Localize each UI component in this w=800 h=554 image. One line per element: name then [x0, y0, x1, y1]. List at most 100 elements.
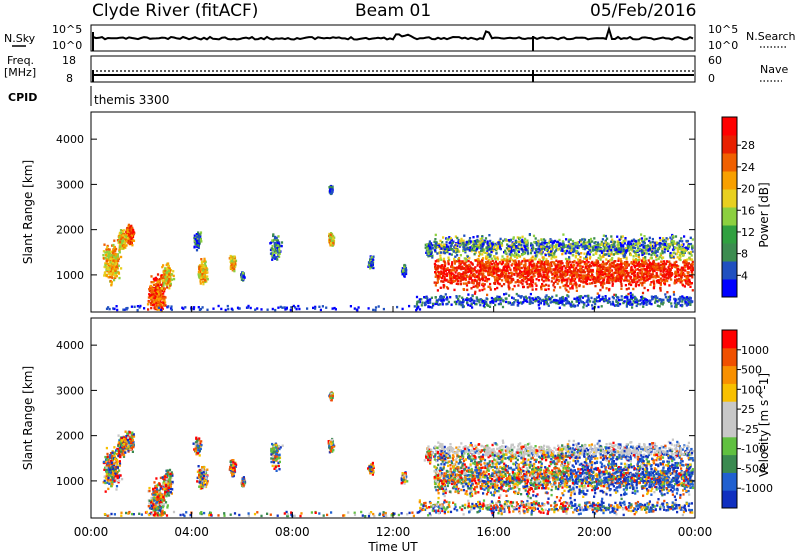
radar-cell — [111, 266, 114, 269]
radar-cell — [684, 269, 687, 272]
radar-cell — [632, 250, 635, 253]
radar-cell — [522, 250, 525, 253]
radar-cell — [634, 277, 637, 281]
radar-cell — [614, 264, 618, 267]
radar-cell — [583, 270, 586, 274]
radar-cell — [369, 267, 372, 270]
radar-cell — [518, 241, 521, 244]
radar-cell — [513, 262, 517, 265]
radar-cell — [271, 244, 274, 248]
radar-cell — [650, 256, 653, 260]
radar-cell — [165, 263, 168, 267]
radar-cell — [563, 249, 566, 253]
radar-cell — [579, 276, 582, 279]
radar-cell — [546, 260, 549, 263]
radar-cell — [164, 275, 167, 279]
radar-cell — [156, 286, 159, 289]
radar-cell — [479, 265, 482, 269]
radar-cell — [587, 261, 590, 264]
radar-cell — [489, 271, 492, 275]
radar-cell — [580, 252, 583, 255]
radar-cell — [541, 248, 544, 251]
radar-cell — [605, 267, 608, 270]
radar-cell — [635, 249, 638, 252]
radar-cell — [515, 248, 518, 251]
radar-cell — [155, 282, 158, 286]
radar-cell — [149, 294, 152, 298]
radar-cell — [465, 257, 468, 261]
radar-cell — [657, 257, 660, 260]
radar-cell — [679, 258, 682, 262]
radar-cell — [518, 248, 521, 251]
radar-cell — [617, 257, 620, 260]
radar-cell — [681, 240, 684, 243]
radar-cell — [599, 269, 603, 272]
radar-cell — [163, 273, 166, 276]
radar-cell — [691, 276, 694, 279]
radar-cell — [508, 272, 511, 275]
radar-cell — [462, 239, 465, 242]
radar-cell — [607, 260, 610, 263]
radar-cell — [401, 273, 404, 276]
radar-cell — [601, 238, 604, 241]
radar-cell — [436, 264, 440, 268]
radar-cell — [536, 265, 539, 268]
radar-cell — [575, 272, 578, 275]
radar-cell — [229, 254, 232, 258]
radar-cell — [691, 238, 694, 241]
radar-cell — [434, 260, 437, 263]
radar-cell — [656, 254, 659, 257]
radar-cell — [551, 260, 554, 264]
radar-cell — [495, 276, 499, 280]
radar-cell — [611, 265, 614, 268]
radar-cell — [122, 234, 125, 237]
radar-cell — [277, 235, 280, 238]
radar-cell — [432, 247, 435, 250]
radar-cell — [612, 263, 615, 266]
radar-cell — [642, 278, 645, 281]
radar-cell — [155, 299, 158, 302]
radar-cell — [652, 269, 655, 272]
radar-cell — [371, 263, 374, 266]
radar-cell — [595, 279, 598, 282]
radar-cell — [159, 277, 163, 280]
radar-cell — [122, 243, 125, 246]
radar-cell — [512, 278, 515, 281]
radar-cell — [505, 259, 509, 262]
radar-cell — [543, 273, 546, 277]
freq-right-tick-bottom: 0 — [708, 72, 715, 85]
radar-cell — [689, 282, 692, 285]
radar-cell — [544, 270, 547, 274]
radar-cell — [197, 270, 200, 274]
radar-cell — [401, 267, 404, 270]
radar-cell — [269, 248, 273, 252]
radar-cell — [570, 279, 573, 282]
radar-cell — [633, 265, 636, 269]
radar-cell — [555, 259, 558, 262]
radar-cell — [637, 253, 640, 257]
radar-cell — [677, 242, 680, 245]
radar-cell — [168, 276, 171, 279]
radar-cell — [687, 267, 690, 270]
radar-cell — [596, 261, 599, 264]
radar-cell — [534, 237, 537, 240]
radar-cell — [645, 272, 648, 275]
radar-cell — [686, 276, 689, 279]
radar-cell — [644, 279, 647, 282]
radar-cell — [466, 275, 469, 279]
radar-cell — [433, 262, 436, 266]
radar-cell — [514, 254, 517, 257]
radar-cell — [674, 275, 677, 279]
radar-cell — [641, 284, 644, 287]
radar-cell — [547, 287, 550, 291]
radar-cell — [602, 250, 605, 253]
radar-cell — [162, 270, 165, 273]
radar-cell — [107, 275, 110, 279]
radar-cell — [518, 271, 521, 275]
radar-cell — [686, 271, 689, 274]
radar-cell — [641, 291, 645, 295]
radar-cell — [596, 264, 599, 267]
radar-cell — [690, 267, 693, 270]
radar-cell — [454, 279, 457, 283]
radar-cell — [577, 263, 580, 266]
